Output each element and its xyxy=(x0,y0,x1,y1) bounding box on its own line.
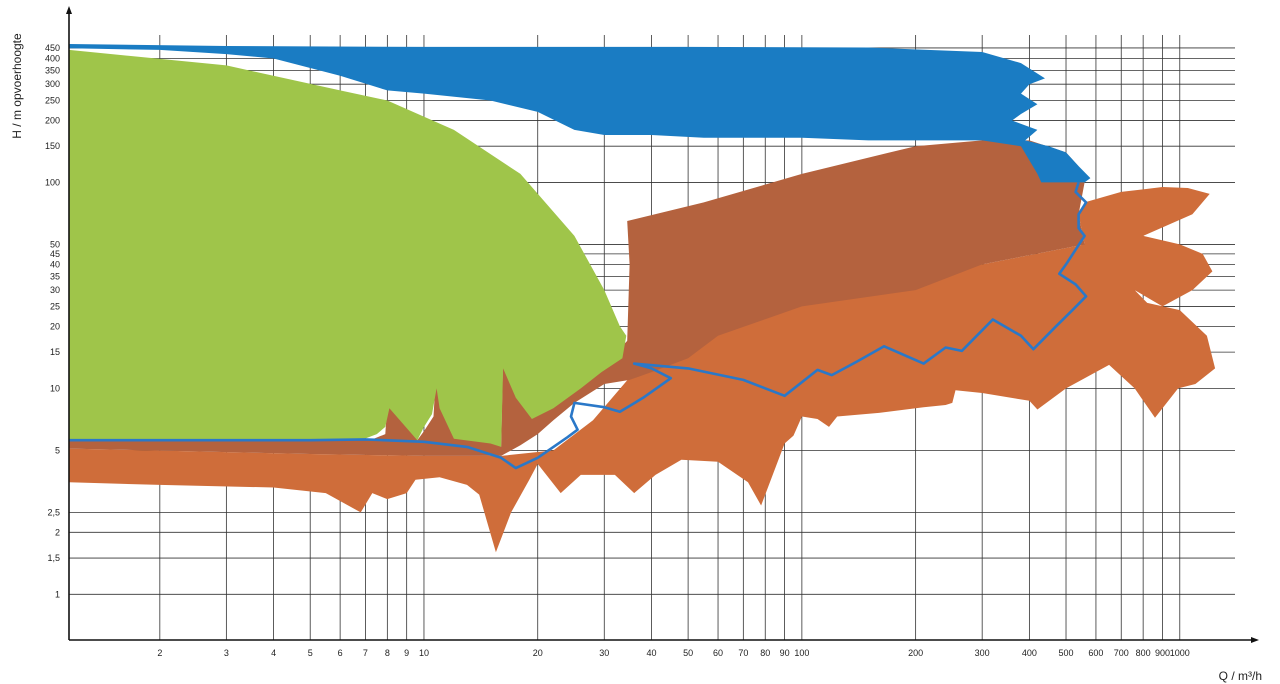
x-tick-label: 60 xyxy=(713,648,723,658)
x-tick-label: 100 xyxy=(794,648,809,658)
x-tick-label: 800 xyxy=(1136,648,1151,658)
x-tick-label: 70 xyxy=(738,648,748,658)
region-brown xyxy=(69,140,1085,456)
y-tick-label: 2,5 xyxy=(47,507,60,517)
x-axis-arrow xyxy=(1251,637,1259,643)
outline-layer xyxy=(69,182,1088,470)
y-tick-label: 30 xyxy=(50,285,60,295)
x-tick-label: 2 xyxy=(157,648,162,658)
x-tick-label: 700 xyxy=(1114,648,1129,658)
x-tick-label: 3 xyxy=(224,648,229,658)
x-tick-label: 7 xyxy=(363,648,368,658)
x-tick-label: 20 xyxy=(533,648,543,658)
x-tick-label: 80 xyxy=(760,648,770,658)
y-tick-label: 300 xyxy=(45,79,60,89)
x-tick-label: 500 xyxy=(1059,648,1074,658)
x-axis-title: Q / m³/h xyxy=(1219,669,1262,683)
y-tick-label: 10 xyxy=(50,383,60,393)
x-tick-label: 600 xyxy=(1088,648,1103,658)
x-tick-label: 30 xyxy=(599,648,609,658)
x-tick-label: 4 xyxy=(271,648,276,658)
x-tick-label: 400 xyxy=(1022,648,1037,658)
y-tick-label: 50 xyxy=(50,239,60,249)
axes xyxy=(66,6,1259,643)
y-tick-label: 1,5 xyxy=(47,553,60,563)
y-tick-label: 15 xyxy=(50,347,60,357)
x-tick-label: 1000 xyxy=(1170,648,1190,658)
y-tick-label: 1 xyxy=(55,589,60,599)
x-tick-label: 900 xyxy=(1155,648,1170,658)
region-blue xyxy=(69,44,1091,183)
coverage-regions xyxy=(69,44,1216,553)
range-outline xyxy=(69,182,1088,470)
x-tick-label: 10 xyxy=(419,648,429,658)
x-tick-label: 90 xyxy=(780,648,790,658)
y-tick-label: 5 xyxy=(55,445,60,455)
tick-labels: 2 3 4 5 6 7 8 9 10 20 30 40 50 60 70 80 90 100 200 300 400 50… xyxy=(45,43,1190,658)
y-tick-label: 250 xyxy=(45,95,60,105)
y-tick-label: 350 xyxy=(45,65,60,75)
x-tick-label: 200 xyxy=(908,648,923,658)
y-tick-label: 100 xyxy=(45,177,60,187)
x-tick-label: 6 xyxy=(338,648,343,658)
y-tick-label: 450 xyxy=(45,43,60,53)
y-axis-arrow xyxy=(66,6,72,14)
y-tick-label: 200 xyxy=(45,115,60,125)
x-tick-label: 9 xyxy=(404,648,409,658)
y-tick-label: 400 xyxy=(45,53,60,63)
x-tick-label: 5 xyxy=(308,648,313,658)
y-tick-label: 2 xyxy=(55,527,60,537)
x-tick-label: 40 xyxy=(646,648,656,658)
x-tick-label: 8 xyxy=(385,648,390,658)
y-tick-label: 25 xyxy=(50,301,60,311)
y-axis-title: H / m opvoerhoogte xyxy=(10,33,24,139)
x-tick-label: 300 xyxy=(975,648,990,658)
y-tick-label: 45 xyxy=(50,249,60,259)
y-tick-label: 40 xyxy=(50,259,60,269)
y-tick-label: 35 xyxy=(50,271,60,281)
region-green xyxy=(69,49,627,447)
y-tick-label: 20 xyxy=(50,321,60,331)
y-tick-label: 150 xyxy=(45,141,60,151)
x-tick-label: 50 xyxy=(683,648,693,658)
